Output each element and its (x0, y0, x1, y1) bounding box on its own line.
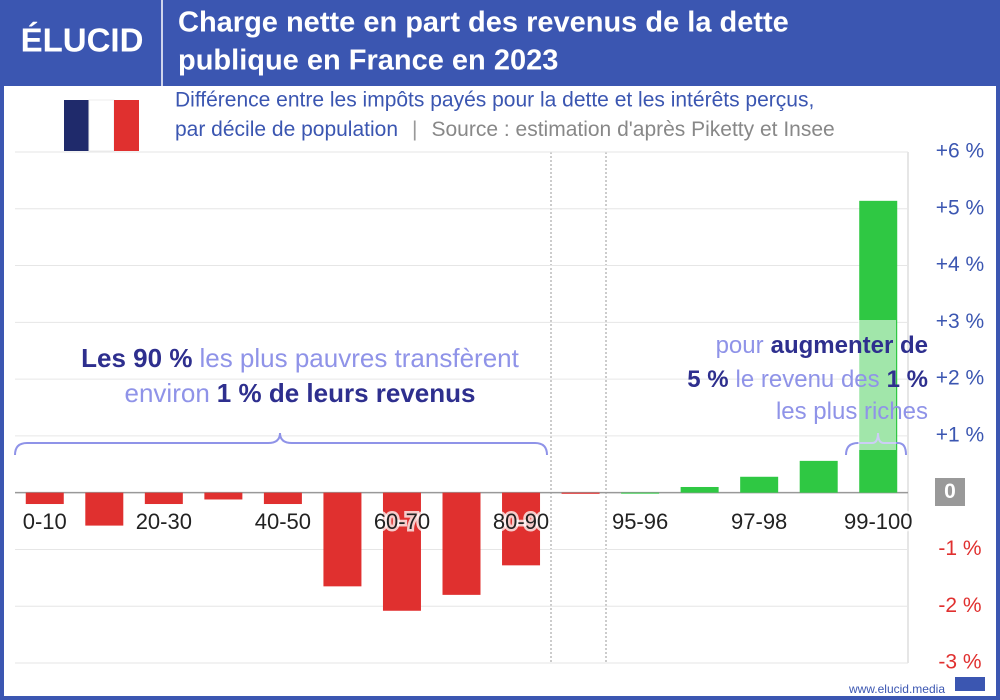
annotation-part: augmenter de (771, 332, 928, 359)
x-tick-label: 40-50 (255, 509, 311, 534)
annotation-part: les plus riches (776, 398, 928, 425)
bar (621, 492, 660, 494)
bar (502, 492, 541, 566)
subtitle: par décile de population (175, 118, 398, 141)
y-tick-label: +3 % (936, 310, 984, 333)
highlight (858, 320, 896, 450)
annotation-part: pour (716, 332, 764, 359)
bar (204, 492, 243, 500)
bar (740, 476, 779, 493)
y-tick-label: +2 % (936, 367, 984, 390)
annotation: pour augmenter de (716, 332, 928, 359)
subtitle: Différence entre les impôts payés pour l… (175, 89, 814, 112)
title-line: Charge nette en part des revenus de la d… (178, 7, 789, 39)
x-tick-label: 80-90 (493, 509, 549, 534)
annotation-part: 5 % (687, 366, 728, 393)
x-tick-label: 97-98 (731, 509, 787, 534)
annotation: environ 1 % de leurs revenus (125, 378, 476, 408)
annotation-part: Les 90 % (81, 343, 192, 373)
flag (64, 99, 139, 152)
y-tick-label: 0 (944, 480, 956, 503)
annotation-part: environ (125, 378, 210, 408)
bar (799, 460, 838, 493)
x-tick-label: 0-10 (23, 509, 67, 534)
annotation-part: les plus pauvres transfèrent (199, 343, 519, 373)
annotation: Les 90 % les plus pauvres transfèrent (81, 343, 519, 373)
source: Source : estimation d'après Piketty et I… (431, 118, 834, 141)
header (0, 0, 1000, 86)
x-tick-label: 60-70 (374, 509, 430, 534)
separator-bar: | (412, 118, 417, 141)
zero-box (935, 478, 965, 506)
bar (442, 492, 481, 595)
bar (680, 486, 719, 493)
bar (144, 492, 183, 505)
x-tick-label: 20-30 (136, 509, 192, 534)
bar (382, 492, 421, 611)
annotation-part: 1 % (887, 366, 928, 393)
y-tick-label: +4 % (936, 253, 984, 276)
x-tick-label: 95-96 (612, 509, 668, 534)
bar (561, 492, 600, 494)
subtitle: par décile de population | Source : estima… (175, 118, 835, 141)
annotation-part: 1 % de leurs revenus (217, 378, 476, 408)
annotation: les plus riches (776, 398, 928, 425)
annotation-part: le revenu des (736, 366, 880, 393)
y-tick-label: +1 % (936, 423, 984, 446)
brace (14, 432, 548, 456)
x-tick-label: 99-100 (844, 509, 913, 534)
y-tick-label: -3 % (938, 651, 981, 674)
footer: www.elucid.media (848, 682, 945, 696)
y-tick-label: -1 % (938, 537, 981, 560)
bar (323, 492, 362, 587)
y-tick-label: -2 % (938, 594, 981, 617)
bar (25, 492, 64, 505)
bar (263, 492, 302, 505)
title-line: publique en France en 2023 (178, 45, 558, 77)
annotation: 5 % le revenu des 1 % (687, 366, 928, 393)
logo: ÉLUCID (21, 22, 144, 59)
bar (85, 492, 124, 526)
footer-logo (955, 677, 985, 691)
y-tick-label: +5 % (936, 196, 984, 219)
y-tick-label: +6 % (936, 140, 984, 163)
